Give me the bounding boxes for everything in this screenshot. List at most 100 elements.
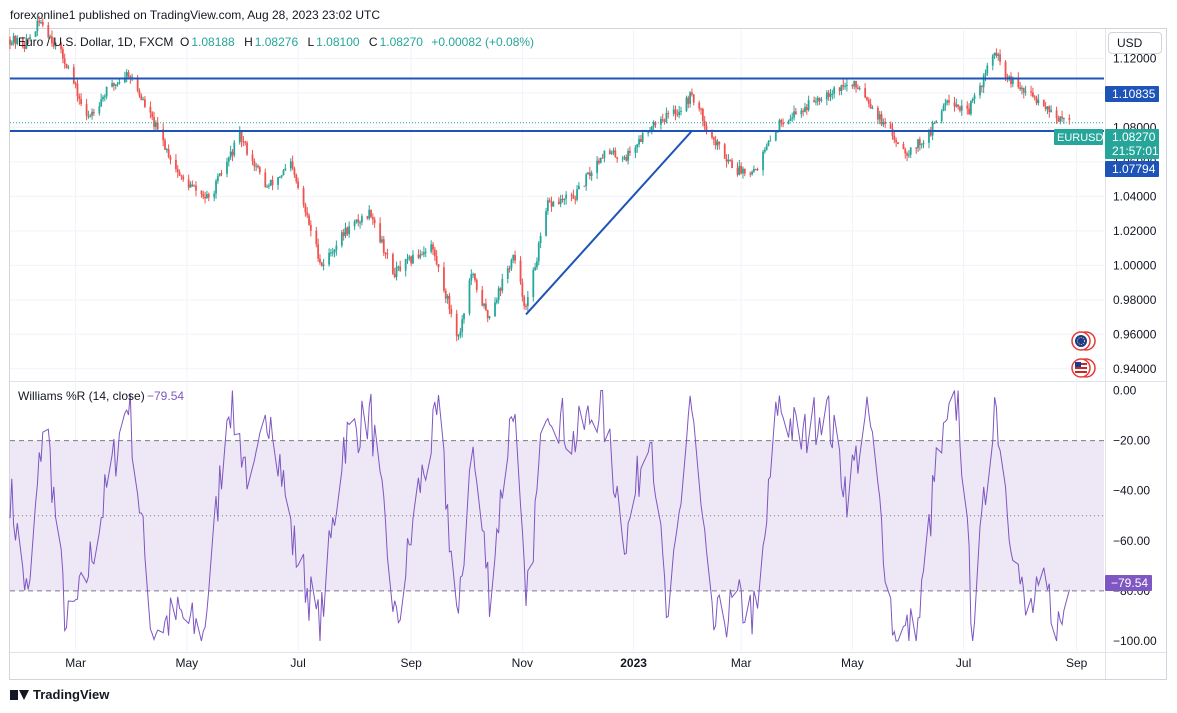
candle-body <box>195 185 197 191</box>
candle-body <box>78 96 81 100</box>
candle-body <box>103 96 106 98</box>
candle-body <box>877 107 879 120</box>
candle-body <box>614 150 617 158</box>
wr-band-fill <box>10 440 1104 591</box>
candle-body <box>712 137 715 140</box>
candle-body <box>519 260 522 283</box>
candle-body <box>596 160 599 173</box>
candle-body <box>202 193 205 197</box>
candle-body <box>838 87 841 92</box>
candle-body <box>680 111 682 113</box>
candles[interactable] <box>9 15 1071 342</box>
candle-body <box>756 169 759 171</box>
candle-body <box>634 147 637 153</box>
candle-body <box>782 122 784 125</box>
candle-body <box>424 251 427 253</box>
candle-body <box>381 239 383 243</box>
candle-body <box>495 299 498 303</box>
candle-body <box>1048 106 1051 113</box>
x-tick-label: May <box>176 656 199 670</box>
wr-tick-label: −60.00 <box>1113 534 1150 548</box>
candle-body <box>523 296 526 306</box>
candle-body <box>588 172 591 176</box>
wr-legend-name: Williams %R (14, close) <box>18 389 145 403</box>
last-price-tag <box>1105 129 1159 159</box>
candle-body <box>488 316 491 319</box>
eu-flag-icon[interactable] <box>1071 331 1096 351</box>
candle-body <box>506 268 509 279</box>
candle-body <box>178 172 181 176</box>
legend-close-label: C <box>369 35 378 49</box>
candle-body <box>858 88 861 90</box>
candle-body <box>769 140 772 142</box>
candle-body <box>180 175 183 177</box>
candle-body <box>966 105 969 109</box>
candle-body <box>969 101 972 114</box>
candle-body <box>417 254 420 258</box>
candle-body <box>238 130 241 143</box>
candle-body <box>703 120 706 127</box>
x-tick-label: Sep <box>1066 656 1088 670</box>
candle-body <box>636 144 639 148</box>
candle-body <box>765 145 768 150</box>
candle-body <box>946 100 949 103</box>
candle-body <box>216 176 219 181</box>
candle-body <box>933 123 936 125</box>
candle-body <box>483 303 485 306</box>
candle-body <box>342 232 345 236</box>
candle-body <box>253 160 256 167</box>
candle-body <box>156 122 159 130</box>
candle-body <box>1019 87 1022 90</box>
candle-body <box>47 25 50 38</box>
candle-body <box>144 99 146 107</box>
price-tick-label: 1.04000 <box>1113 189 1157 203</box>
candle-body <box>246 142 248 155</box>
candle-body <box>435 256 438 265</box>
candle-body <box>1010 76 1012 85</box>
candle-body <box>559 199 562 205</box>
candle-body <box>991 55 994 66</box>
candle-body <box>457 335 460 337</box>
candle-body <box>1062 117 1065 119</box>
candle-body <box>67 67 70 69</box>
candle-body <box>616 157 619 159</box>
chart-frame <box>9 28 1167 680</box>
candle-body <box>536 261 538 268</box>
wr-value-tag <box>1105 575 1152 591</box>
x-tick-label: Jul <box>290 656 305 670</box>
williams-r-pane[interactable] <box>9 390 1104 642</box>
candle-body <box>957 104 960 107</box>
candle-body <box>386 253 389 255</box>
candle-body <box>366 216 369 219</box>
candle-body <box>827 92 830 97</box>
candle-body <box>269 179 272 186</box>
candle-body <box>1033 96 1036 98</box>
drawings[interactable] <box>10 77 1104 316</box>
candle-body <box>61 49 64 59</box>
candle-body <box>167 149 170 157</box>
candle-body <box>240 130 243 142</box>
currency-button[interactable]: USD <box>1108 32 1162 54</box>
ticker-tag-text: EURUSD <box>1057 132 1104 144</box>
candle-body <box>867 99 870 104</box>
candle-body <box>548 200 551 203</box>
candle-body <box>915 147 918 149</box>
candle-body <box>982 75 985 88</box>
candle-body <box>625 157 628 161</box>
candle-body <box>749 173 752 175</box>
candle-body <box>297 181 299 188</box>
us-flag-icon[interactable] <box>1071 358 1096 378</box>
candle-body <box>373 219 376 224</box>
candle-body <box>539 235 542 243</box>
legend-low-label: L <box>307 35 314 49</box>
candle-body <box>80 99 83 105</box>
candle-body <box>371 216 374 220</box>
candle-body <box>23 46 26 49</box>
candle-body <box>448 296 451 310</box>
candle-body <box>1017 78 1020 88</box>
candle-body <box>293 168 296 175</box>
candle-body <box>1046 106 1049 110</box>
candle-body <box>652 122 655 127</box>
candle-body <box>277 177 279 186</box>
